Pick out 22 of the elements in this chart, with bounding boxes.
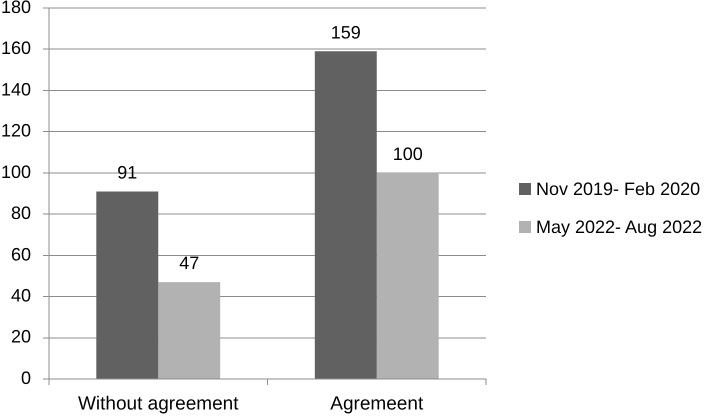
y-tick-label: 80 [10, 203, 31, 224]
bar [158, 282, 220, 378]
y-tick-label: 180 [0, 0, 31, 17]
y-tick-label: 100 [0, 162, 31, 182]
y-tick-label: 40 [10, 286, 31, 306]
legend-label: Nov 2019- Feb 2020 [536, 178, 700, 200]
data-label: 91 [117, 162, 138, 182]
y-tick-label: 140 [0, 79, 31, 100]
y-tick-label: 20 [10, 326, 31, 347]
y-tick-label: 120 [0, 120, 31, 141]
data-label: 159 [330, 22, 361, 42]
y-tick-label: 160 [0, 38, 31, 58]
bar [314, 51, 377, 378]
bar [96, 191, 158, 378]
legend-label: May 2022- Aug 2022 [536, 216, 702, 238]
bar [376, 172, 439, 378]
data-label: 47 [179, 253, 200, 274]
y-tick-label: 60 [10, 244, 31, 264]
data-label: 100 [392, 144, 423, 164]
x-tick-label: Agremeent [330, 394, 424, 415]
x-tick-label: Without agreement [78, 394, 240, 415]
y-tick-label: 0 [20, 368, 31, 388]
